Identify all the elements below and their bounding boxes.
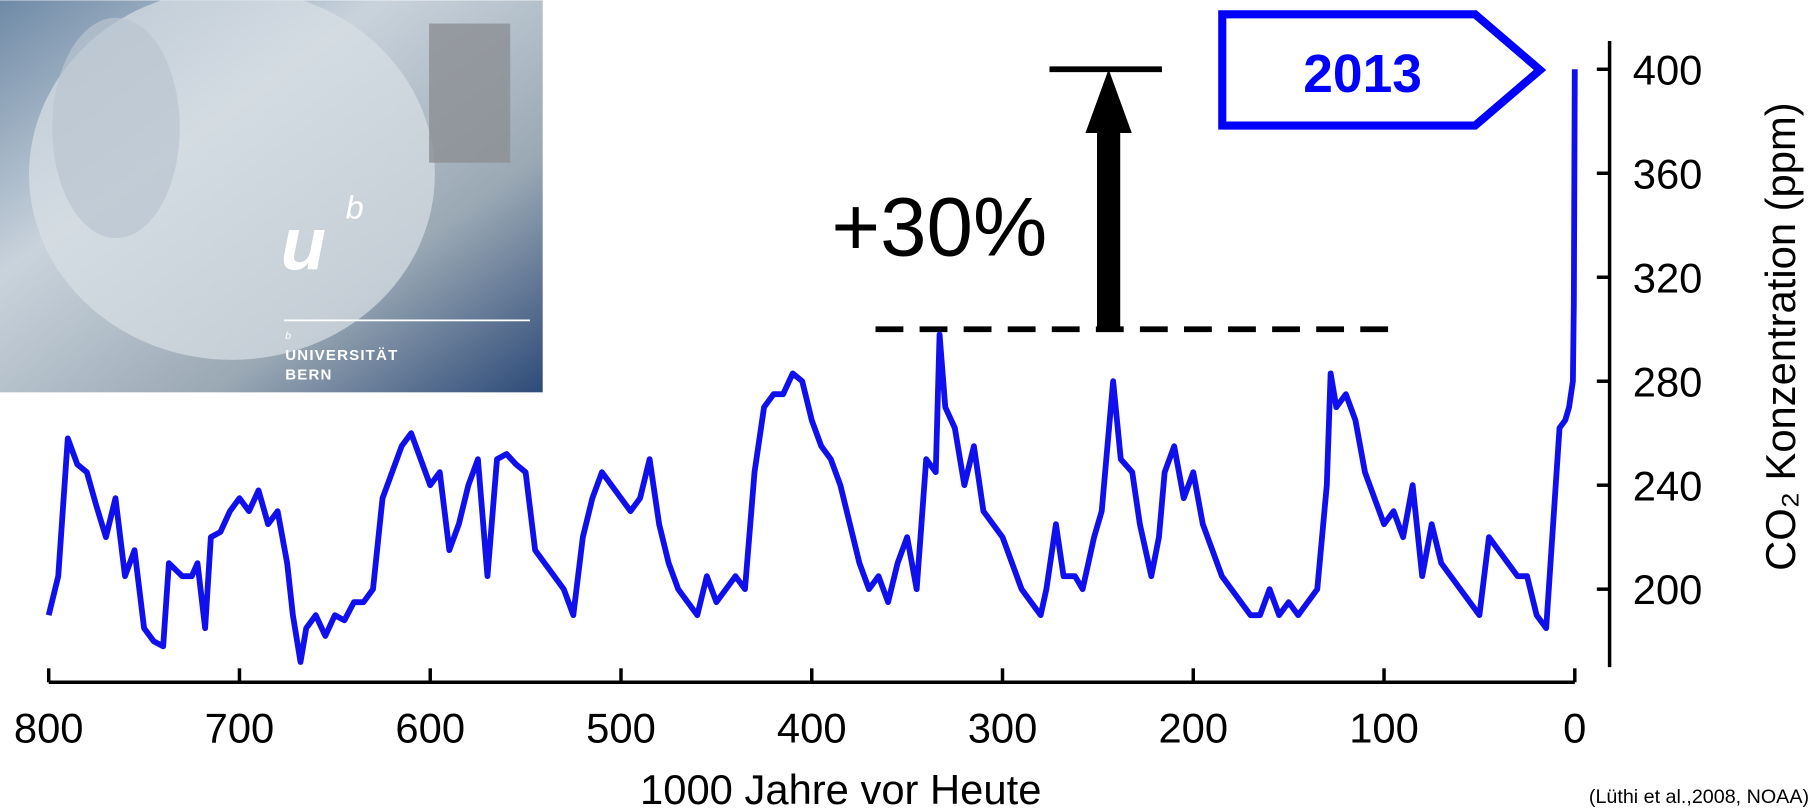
x-tick-label: 800: [14, 705, 84, 752]
source: (Lüthi et al.,2008, NOAA): [1589, 786, 1809, 808]
x-tick-label: 200: [1158, 705, 1228, 752]
data-line: [45, 69, 1578, 665]
callout-box: [1218, 10, 1547, 130]
y-tick-label: 320: [1633, 254, 1703, 301]
arrow-head: [1085, 69, 1132, 134]
x-tick-label: 0: [1563, 705, 1586, 752]
logo-sup: b: [346, 189, 364, 225]
y-tick-label: 360: [1633, 150, 1703, 197]
logo-line: UNIVERSITÄT: [285, 347, 398, 364]
x-tick-label: 500: [586, 705, 656, 752]
y-tick-label: 280: [1633, 358, 1703, 405]
callout: 2013: [1303, 45, 1422, 104]
logo-small: b: [285, 331, 291, 342]
x-axis-label: 1000 Jahre vor Heute: [640, 766, 1041, 809]
logo-mark: u: [281, 202, 326, 285]
x-tick-label: 100: [1349, 705, 1419, 752]
photo: u b b UNIVERSITÄT BERN: [0, 0, 543, 393]
y-tick-label: 400: [1633, 46, 1703, 93]
y-axis-label: CO₂ Konzentration (ppm): [1757, 102, 1804, 571]
annotation: +30%: [831, 179, 1047, 273]
logo-line: BERN: [285, 367, 332, 384]
x-tick-label: 400: [777, 705, 847, 752]
y-tick-label: 240: [1633, 462, 1703, 509]
y-tick-label: 200: [1633, 566, 1703, 613]
x-tick-label: 300: [968, 705, 1038, 752]
x-tick-label: 600: [395, 705, 465, 752]
x-tick-label: 700: [205, 705, 275, 752]
